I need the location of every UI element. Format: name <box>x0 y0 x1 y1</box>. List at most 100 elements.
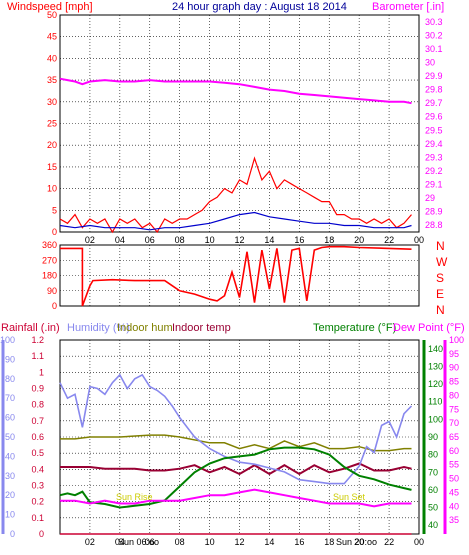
barometer-tick-label: 29.5 <box>425 125 443 135</box>
barometer-tick-label: 29.6 <box>425 112 443 122</box>
humidity-tick-label: 30 <box>5 471 15 481</box>
x-tick-label: 04 <box>115 537 125 547</box>
dir-letter-n-bottom: N <box>436 303 445 317</box>
humidity-tick-label: 90 <box>5 354 15 364</box>
barometer-line <box>59 77 412 105</box>
indoor-temperature-line <box>60 462 412 476</box>
rain-tick-label: 0.4 <box>31 464 44 474</box>
dew-point-tick-label: 50 <box>449 474 459 484</box>
temperature-tick-label: 50 <box>428 503 438 513</box>
humidity-line <box>59 373 413 485</box>
temperature-tick-label: 70 <box>428 467 438 477</box>
x-tick-label: 00 <box>414 235 424 245</box>
windspeed-tick-label: 10 <box>47 184 57 194</box>
wind-average-line <box>59 211 412 231</box>
windspeed-tick-label: 50 <box>47 10 57 20</box>
humidity-tick-label: 0 <box>10 529 15 539</box>
direction-tick-label: 90 <box>47 286 57 296</box>
dew-point-tick-label: 85 <box>449 377 459 387</box>
x-tick-label: 20 <box>354 235 364 245</box>
barometer-tick-label: 30.3 <box>425 17 443 27</box>
barometer-tick-label: 29.4 <box>425 139 443 149</box>
barometer-tick-label: 29.1 <box>425 180 443 190</box>
rain-tick-label: 0.8 <box>31 400 44 410</box>
humidity-tick-label: 80 <box>5 374 15 384</box>
x-tick-label: 14 <box>264 537 274 547</box>
humidity-tick-label: 10 <box>5 510 15 520</box>
x-tick-label: 16 <box>294 235 304 245</box>
windspeed-tick-label: 45 <box>47 32 57 42</box>
windspeed-tick-label: 30 <box>47 97 57 107</box>
sunset-time: Sun 20:oo <box>336 537 377 547</box>
dew-point-tick-label: 40 <box>449 501 459 511</box>
windspeed-tick-label: 15 <box>47 162 57 172</box>
temperature-tick-label: 60 <box>428 485 438 495</box>
humidity-tick-label: 50 <box>5 432 15 442</box>
humidity-tick-label: 20 <box>5 490 15 500</box>
direction-tick-label: 360 <box>42 240 57 250</box>
barometer-tick-label: 30 <box>425 57 435 67</box>
direction-tick-label: 0 <box>52 301 57 311</box>
barometer-tick-label: 29.8 <box>425 85 443 95</box>
humidity-label: Humidity (%) <box>67 322 130 334</box>
barometer-tick-label: 29.3 <box>425 152 443 162</box>
sunrise-marker: Sun Rise <box>116 492 153 502</box>
x-tick-label: 04 <box>115 235 125 245</box>
dew-point-tick-label: 75 <box>449 404 459 414</box>
x-tick-label: 00 <box>414 537 424 547</box>
indoor-temp-label: Indoor temp <box>172 322 231 334</box>
x-tick-label: 08 <box>175 537 185 547</box>
temperature-tick-label: 140 <box>428 344 443 354</box>
x-tick-label: 20 <box>354 537 364 547</box>
wind-direction-line <box>60 245 412 307</box>
rain-tick-label: 0.2 <box>31 497 44 507</box>
temperature-tick-label: 80 <box>428 450 438 460</box>
rain-tick-label: 1 <box>39 367 44 377</box>
barometer-tick-label: 29.7 <box>425 98 443 108</box>
graph-title: 24 hour graph day : August 18 2014 <box>172 1 347 13</box>
dew-point-tick-label: 70 <box>449 418 459 428</box>
barometer-tick-label: 28.8 <box>425 220 443 230</box>
x-tick-label: 22 <box>384 235 394 245</box>
temperature-tick-label: 130 <box>428 361 443 371</box>
temperature-tick-label: 120 <box>428 379 443 389</box>
x-tick-label: 12 <box>234 235 244 245</box>
dew-point-tick-label: 55 <box>449 460 459 470</box>
windspeed-tick-label: 40 <box>47 53 57 63</box>
rain-tick-label: 0.9 <box>31 384 44 394</box>
rain-tick-label: 0.5 <box>31 448 44 458</box>
rain-tick-label: 0.6 <box>31 432 44 442</box>
temperature-tick-label: 40 <box>428 520 438 530</box>
x-tick-label: 18 <box>324 537 334 547</box>
dew-point-tick-label: 35 <box>449 515 459 525</box>
temperature-label: Temperature (°F) <box>313 322 396 334</box>
windspeed-tick-label: 25 <box>47 119 57 129</box>
rain-tick-label: 1.2 <box>31 335 44 345</box>
windspeed-tick-label: 0 <box>52 227 57 237</box>
rainfall-label: Rainfall (.in) <box>1 322 60 334</box>
x-tick-label: 10 <box>205 235 215 245</box>
x-tick-label: 06 <box>145 537 155 547</box>
x-tick-label: 02 <box>85 235 95 245</box>
rain-tick-label: 0.1 <box>31 513 44 523</box>
direction-tick-label: 270 <box>42 255 57 265</box>
temperature-tick-label: 90 <box>428 432 438 442</box>
dew-point-tick-label: 90 <box>449 363 459 373</box>
x-tick-label: 18 <box>324 235 334 245</box>
dir-letter-w: W <box>436 255 448 269</box>
barometer-label: Barometer [.in] <box>372 1 444 13</box>
x-tick-label: 02 <box>85 537 95 547</box>
humidity-tick-label: 60 <box>5 413 15 423</box>
x-tick-label: 16 <box>294 537 304 547</box>
x-tick-label: 08 <box>175 235 185 245</box>
dew-point-tick-label: 45 <box>449 487 459 497</box>
rain-tick-label: 0.3 <box>31 481 44 491</box>
wind-gust-line <box>59 156 412 234</box>
windspeed-label: Windspeed [mph] <box>7 1 93 13</box>
dir-letter-e: E <box>436 287 444 301</box>
x-tick-label: 10 <box>205 537 215 547</box>
barometer-tick-label: 29 <box>425 193 435 203</box>
